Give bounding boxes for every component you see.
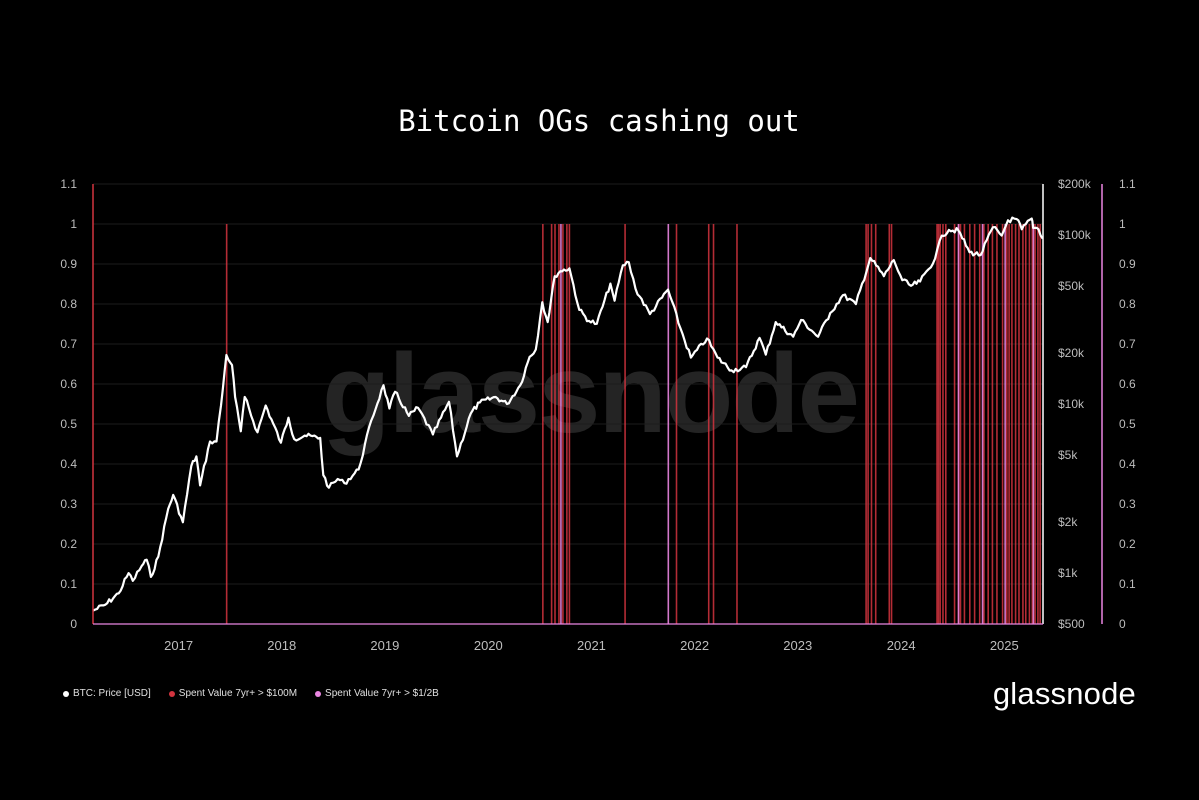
- y-right-alt-tick-label: 0.2: [1119, 537, 1136, 551]
- y-right-alt-tick-label: 0.1: [1119, 577, 1136, 591]
- y-left-tick-label: 0.6: [60, 377, 77, 391]
- brand-logo: glassnode: [992, 676, 1136, 711]
- legend-item-price[interactable]: BTC: Price [USD]: [63, 688, 151, 699]
- axes: 0 0.1 0.2 0.3 0.4 0.5 0.6 0.7 0.8 0.9 1 1.1 $500 $1k $…: [60, 177, 1136, 653]
- y-right-alt-tick-label: 0: [1119, 617, 1126, 631]
- y-right-price-tick-label: $50k: [1058, 279, 1085, 293]
- y-left-tick-label: 1.1: [60, 177, 77, 191]
- y-left-tick-label: 1: [70, 217, 77, 231]
- y-right-price-tick-label: $5k: [1058, 448, 1078, 462]
- x-tick-label: 2018: [267, 638, 296, 653]
- y-left-tick-label: 0: [70, 617, 77, 631]
- y-left-tick-label: 0.5: [60, 417, 77, 431]
- x-tick-label: 2025: [990, 638, 1019, 653]
- x-tick-label: 2022: [680, 638, 709, 653]
- y-right-price-tick-label: $500: [1058, 617, 1085, 631]
- price-series: [92, 216, 1044, 612]
- x-tick-label: 2021: [577, 638, 606, 653]
- y-left-tick-label: 0.3: [60, 497, 77, 511]
- watermark: glassnode: [322, 331, 858, 456]
- y-left-tick-label: 0.1: [60, 577, 77, 591]
- y-left-tick-label: 0.2: [60, 537, 77, 551]
- y-right-alt-tick-label: 0.8: [1119, 297, 1136, 311]
- legend-dot-icon: [168, 690, 175, 697]
- legend: BTC: Price [USD] Spent Value 7yr+ > $100…: [63, 688, 439, 699]
- y-right-alt-tick-label: 0.6: [1119, 377, 1136, 391]
- y-left-tick-label: 0.9: [60, 257, 77, 271]
- chart-title: Bitcoin OGs cashing out: [398, 104, 800, 138]
- y-right-alt-tick-label: 0.5: [1119, 417, 1136, 431]
- event-bars: [225, 224, 1041, 624]
- gridlines: [93, 183, 1043, 625]
- y-right-price-tick-label: $2k: [1058, 515, 1078, 529]
- legend-label: Spent Value 7yr+ > $1/2B: [325, 688, 439, 699]
- legend-item-spent-100m[interactable]: Spent Value 7yr+ > $100M: [168, 688, 298, 699]
- y-left-tick-label: 0.4: [60, 457, 77, 471]
- y-left-tick-label: 0.8: [60, 297, 77, 311]
- x-tick-label: 2019: [370, 638, 399, 653]
- y-right-price-tick-label: $200k: [1058, 177, 1092, 191]
- y-right-price-tick-label: $1k: [1058, 566, 1078, 580]
- y-right-alt-tick-label: 0.3: [1119, 497, 1136, 511]
- y-right-price-tick-label: $100k: [1058, 228, 1092, 242]
- y-right-price-tick-label: $20k: [1058, 346, 1085, 360]
- x-tick-label: 2017: [164, 638, 193, 653]
- y-left-tick-label: 0.7: [60, 337, 77, 351]
- y-right-alt-tick-label: 0.9: [1119, 257, 1136, 271]
- legend-label: Spent Value 7yr+ > $100M: [178, 688, 298, 699]
- y-right-alt-tick-label: 0.7: [1119, 337, 1136, 351]
- y-right-alt-tick-label: 1: [1119, 217, 1126, 231]
- x-tick-label: 2023: [783, 638, 812, 653]
- y-right-alt-tick-label: 1.1: [1119, 177, 1136, 191]
- price-line-path: [92, 216, 1044, 612]
- x-tick-label: 2024: [887, 638, 916, 653]
- legend-dot-icon: [63, 690, 69, 697]
- x-tick-label: 2020: [474, 638, 503, 653]
- legend-item-spent-half-b[interactable]: Spent Value 7yr+ > $1/2B: [315, 688, 439, 699]
- legend-dot-icon: [315, 690, 322, 697]
- legend-label: BTC: Price [USD]: [73, 688, 151, 699]
- y-right-alt-tick-label: 0.4: [1119, 457, 1136, 471]
- y-right-price-tick-label: $10k: [1058, 397, 1085, 411]
